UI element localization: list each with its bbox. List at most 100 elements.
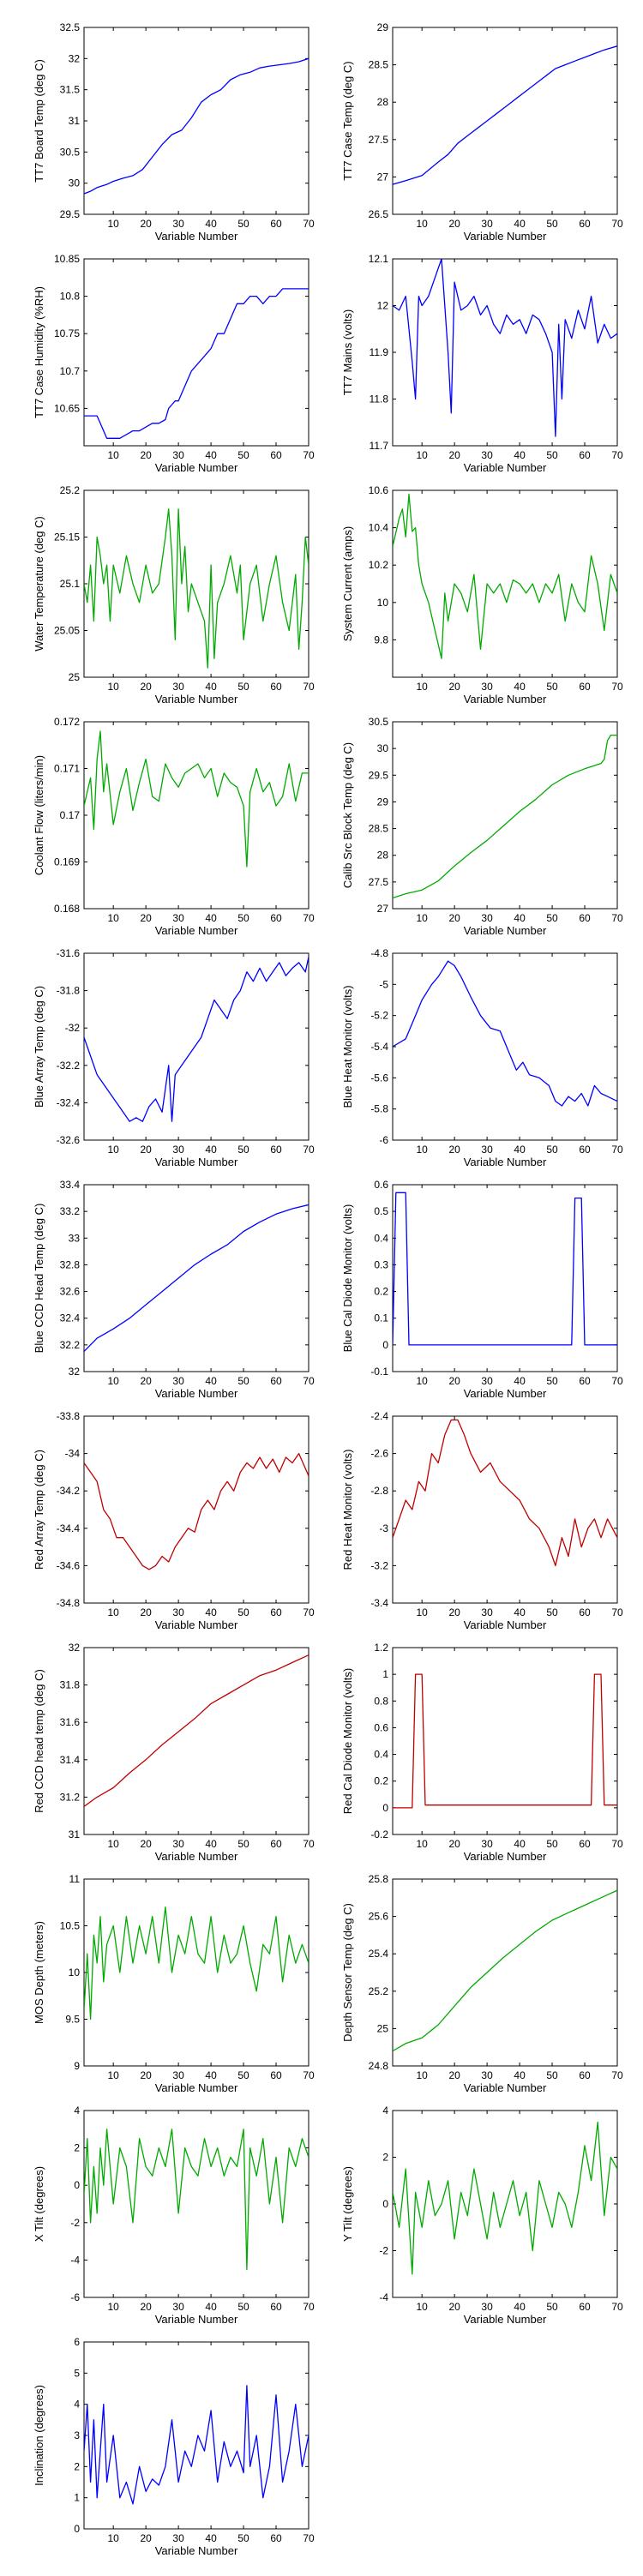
y-axis-label: Blue Array Temp (deg C) [33, 986, 45, 1108]
series-line-1 [393, 1673, 617, 1809]
x-tick-label: 20 [448, 912, 460, 924]
x-axis-label: Variable Number [155, 1618, 238, 1631]
y-tick-label: 31.5 [60, 84, 81, 96]
x-tick-label: 40 [205, 218, 217, 230]
y-tick-label: -5 [379, 978, 388, 990]
x-tick-label: 70 [611, 912, 623, 924]
x-tick-label: 10 [416, 2301, 428, 2313]
y-tick-label: 4 [74, 2105, 80, 2117]
y-tick-label: 27 [377, 171, 389, 183]
series-line-1 [393, 259, 617, 437]
chart-15: 10 20 30 40 50 60 70 31 31.2 31.4 31.6 31.8 32 Variab… [33, 1642, 315, 1863]
x-tick-label: 50 [237, 218, 249, 230]
y-tick-label: 30.5 [60, 146, 81, 158]
y-tick-label: 12.1 [369, 253, 389, 265]
y-tick-label: -2 [379, 2245, 388, 2257]
x-tick-label: 70 [611, 1838, 623, 1850]
x-tick-label: 40 [205, 2532, 217, 2544]
plot-frame [83, 1878, 309, 2067]
y-axis-label: Red Array Temp (deg C) [33, 1450, 45, 1570]
x-tick-label: 60 [579, 1375, 591, 1387]
plot-frame [83, 27, 309, 215]
x-tick-label: 20 [448, 1838, 460, 1850]
y-tick-label: -33.8 [57, 1410, 81, 1422]
y-axis-label: Y Tilt (degrees) [341, 2166, 354, 2242]
x-axis-label: Variable Number [155, 1387, 238, 1400]
x-tick-label: 70 [303, 2532, 315, 2544]
series-line-1 [393, 493, 617, 659]
x-tick-label: 70 [303, 912, 315, 924]
x-tick-label: 70 [611, 1144, 623, 1156]
y-tick-label: 26.5 [369, 208, 389, 220]
x-tick-label: 60 [579, 2301, 591, 2313]
x-tick-label: 10 [107, 1375, 119, 1387]
series-line-1 [393, 1192, 617, 1346]
y-tick-label: 0.1 [374, 1312, 388, 1324]
chart-19: 10 20 30 40 50 60 70 -6 -4 -2 0 2 4 Variable Number X … [33, 2105, 315, 2326]
y-axis-label: Red CCD head temp (deg C) [33, 1669, 45, 1813]
x-tick-label: 50 [237, 1144, 249, 1156]
x-tick-label: 30 [481, 449, 493, 461]
y-tick-label: 31.2 [60, 1791, 81, 1803]
plot-frame [392, 1647, 618, 1835]
plot-frame [392, 27, 618, 215]
x-tick-label: 70 [611, 1375, 623, 1387]
plot-frame [392, 1878, 618, 2067]
x-tick-label: 20 [448, 681, 460, 693]
series-line-1 [84, 508, 309, 669]
series-line-1 [84, 1654, 309, 1807]
y-tick-label: -34.2 [57, 1485, 81, 1497]
y-tick-label: 10.6 [369, 484, 389, 496]
x-tick-label: 10 [416, 449, 428, 461]
chart-10: 10 20 30 40 50 60 70 -6 -5.8 -5.6 -5.4 -5.2 -5 -4.8 Va… [341, 947, 623, 1168]
x-tick-label: 70 [611, 449, 623, 461]
y-axis-label: Blue Cal Diode Monitor (volts) [341, 1204, 354, 1353]
x-tick-label: 10 [416, 1144, 428, 1156]
y-tick-label: 29.5 [60, 208, 81, 220]
y-tick-label: 11.7 [370, 440, 389, 452]
y-tick-label: -32.4 [57, 1096, 81, 1108]
y-tick-label: 25.8 [369, 1873, 389, 1885]
y-tick-label: 11.9 [370, 346, 389, 358]
y-tick-label: 25.15 [54, 531, 80, 543]
x-tick-label: 20 [140, 912, 152, 924]
y-tick-label: 32.5 [60, 21, 81, 33]
x-tick-label: 30 [172, 2532, 184, 2544]
x-axis-label: Variable Number [464, 1618, 547, 1631]
y-tick-label: -3.4 [370, 1597, 388, 1609]
x-tick-label: 10 [107, 449, 119, 461]
y-tick-label: 10 [377, 597, 389, 609]
x-tick-label: 50 [546, 2069, 558, 2081]
plot-frame [392, 952, 618, 1141]
plot-frame [83, 258, 309, 447]
x-tick-label: 30 [172, 2301, 184, 2313]
y-tick-label: -34 [65, 1448, 81, 1460]
x-tick-label: 40 [514, 681, 526, 693]
x-tick-label: 20 [140, 681, 152, 693]
series-line-1 [84, 57, 309, 195]
x-tick-label: 30 [172, 1375, 184, 1387]
plot-frame [83, 1184, 309, 1372]
y-tick-label: 1 [382, 1668, 388, 1680]
x-tick-label: 10 [416, 1375, 428, 1387]
x-tick-label: 30 [481, 1606, 493, 1618]
y-tick-label: 32.8 [60, 1258, 81, 1270]
x-tick-label: 10 [416, 912, 428, 924]
y-tick-label: 0.8 [374, 1695, 388, 1707]
plot-frame [392, 258, 618, 447]
y-tick-label: 25.05 [54, 625, 80, 637]
y-axis-label: Depth Sensor Temp (deg C) [341, 1903, 354, 2042]
x-tick-label: 70 [303, 681, 315, 693]
x-tick-label: 70 [611, 2301, 623, 2313]
x-axis-label: Variable Number [464, 1387, 547, 1400]
x-tick-label: 20 [140, 2069, 152, 2081]
x-tick-label: 50 [237, 1375, 249, 1387]
y-tick-label: 0.2 [374, 1286, 388, 1298]
y-tick-label: 4 [382, 2105, 388, 2117]
y-tick-label: 0.6 [374, 1179, 388, 1191]
series-line-1 [393, 960, 617, 1107]
chart-2: 10 20 30 40 50 60 70 26.5 27 27.5 28 28.5 29 Variable… [341, 21, 623, 243]
y-tick-label: 30 [69, 177, 81, 189]
y-tick-label: 0.171 [54, 763, 80, 775]
y-tick-label: 31.8 [60, 1679, 81, 1691]
